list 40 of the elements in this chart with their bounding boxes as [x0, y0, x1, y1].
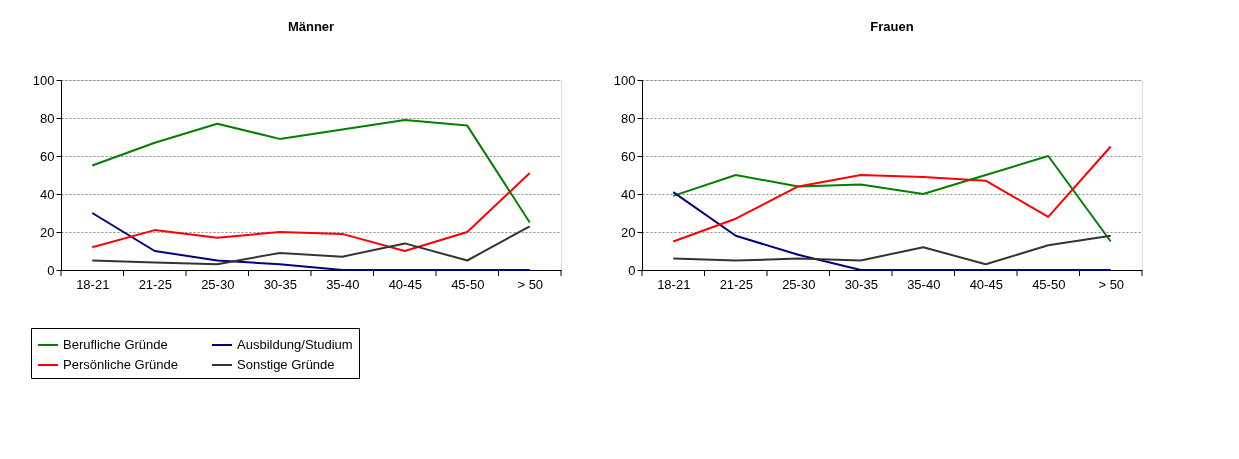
x-tick-label: 35-40: [907, 276, 941, 292]
x-tick-label: 30-35: [844, 276, 878, 292]
y-tick-label: 60: [621, 148, 636, 164]
legend-label: Ausbildung/Studium: [237, 337, 353, 352]
y-tick-label: 100: [613, 72, 636, 88]
chart-title: Frauen: [870, 19, 914, 34]
x-tick-label: 45-50: [1032, 276, 1066, 292]
x-tick-label: > 50: [1098, 276, 1125, 292]
y-tick-label: 100: [32, 72, 55, 88]
legend-label: Berufliche Gründe: [63, 337, 168, 352]
line-series: [91, 172, 531, 252]
x-tick-label: > 50: [517, 276, 544, 292]
x-tick-label: 21-25: [719, 276, 753, 292]
legend-label: Sonstige Gründe: [237, 357, 335, 372]
x-tick-label: 40-45: [969, 276, 1003, 292]
x-tick-label: 30-35: [263, 276, 297, 292]
line-series: [672, 191, 1112, 271]
y-tick-label: 20: [40, 224, 55, 240]
x-tick-label: 35-40: [326, 276, 360, 292]
x-tick-label: 25-30: [782, 276, 816, 292]
y-tick-label: 40: [621, 186, 636, 202]
y-tick-label: 40: [40, 186, 55, 202]
y-tick-label: 20: [621, 224, 636, 240]
line-series: [91, 225, 531, 266]
legend-label: Persönliche Gründe: [63, 357, 178, 372]
x-tick-label: 18-21: [657, 276, 691, 292]
y-tick-label: 80: [40, 110, 55, 126]
x-tick-label: 45-50: [451, 276, 485, 292]
chart-title: Männer: [287, 19, 335, 34]
x-tick-label: 25-30: [201, 276, 235, 292]
x-tick-label: 40-45: [388, 276, 422, 292]
line-series: [672, 234, 1112, 266]
y-tick-label: 60: [40, 148, 55, 164]
y-tick-label: 80: [621, 110, 636, 126]
x-tick-label: 18-21: [76, 276, 110, 292]
line-series: [91, 118, 531, 224]
x-tick-label: 21-25: [138, 276, 172, 292]
y-tick-label: 0: [628, 262, 636, 278]
line-series: [91, 212, 531, 271]
y-tick-label: 0: [47, 262, 55, 278]
